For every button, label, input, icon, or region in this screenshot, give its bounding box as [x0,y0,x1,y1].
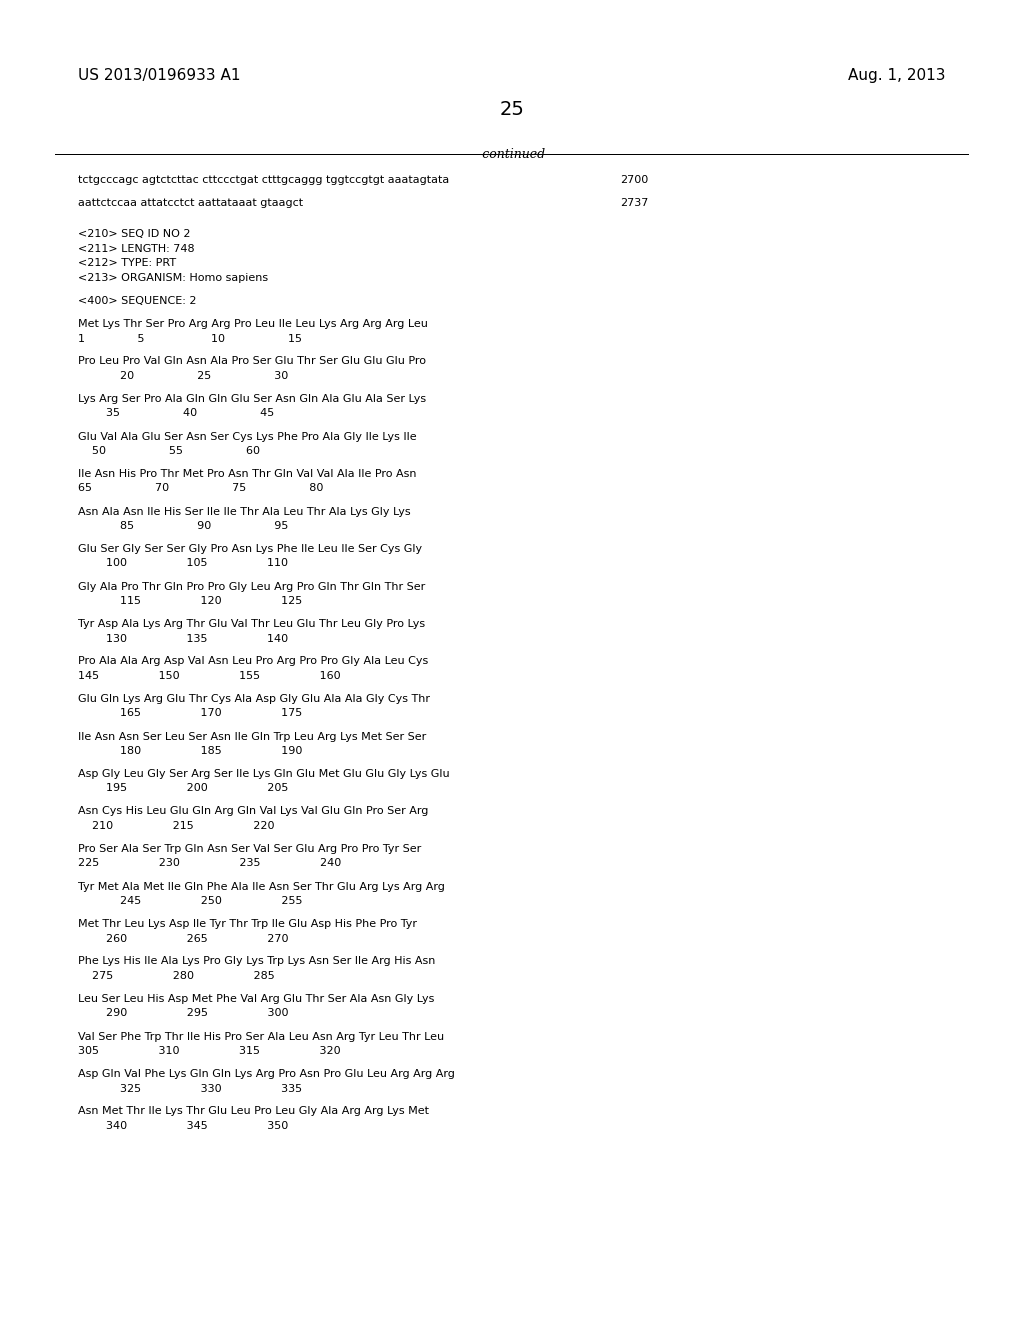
Text: 260                 265                 270: 260 265 270 [78,933,289,944]
Text: Glu Ser Gly Ser Ser Gly Pro Asn Lys Phe Ile Leu Ile Ser Cys Gly: Glu Ser Gly Ser Ser Gly Pro Asn Lys Phe … [78,544,422,554]
Text: <213> ORGANISM: Homo sapiens: <213> ORGANISM: Homo sapiens [78,273,268,282]
Text: <210> SEQ ID NO 2: <210> SEQ ID NO 2 [78,230,190,239]
Text: 325                 330                 335: 325 330 335 [78,1084,302,1093]
Text: 85                  90                  95: 85 90 95 [78,521,289,531]
Text: 115                 120                 125: 115 120 125 [78,597,302,606]
Text: Pro Ala Ala Arg Asp Val Asn Leu Pro Arg Pro Pro Gly Ala Leu Cys: Pro Ala Ala Arg Asp Val Asn Leu Pro Arg … [78,656,428,667]
Text: Pro Leu Pro Val Gln Asn Ala Pro Ser Glu Thr Ser Glu Glu Glu Pro: Pro Leu Pro Val Gln Asn Ala Pro Ser Glu … [78,356,426,367]
Text: 195                 200                 205: 195 200 205 [78,784,289,793]
Text: <212> TYPE: PRT: <212> TYPE: PRT [78,259,176,268]
Text: Val Ser Phe Trp Thr Ile His Pro Ser Ala Leu Asn Arg Tyr Leu Thr Leu: Val Ser Phe Trp Thr Ile His Pro Ser Ala … [78,1031,444,1041]
Text: 100                 105                 110: 100 105 110 [78,558,288,569]
Text: Asn Cys His Leu Glu Gln Arg Gln Val Lys Val Glu Gln Pro Ser Arg: Asn Cys His Leu Glu Gln Arg Gln Val Lys … [78,807,428,817]
Text: Asn Met Thr Ile Lys Thr Glu Leu Pro Leu Gly Ala Arg Arg Lys Met: Asn Met Thr Ile Lys Thr Glu Leu Pro Leu … [78,1106,429,1117]
Text: 210                 215                 220: 210 215 220 [78,821,274,832]
Text: US 2013/0196933 A1: US 2013/0196933 A1 [78,69,241,83]
Text: Asp Gln Val Phe Lys Gln Gln Lys Arg Pro Asn Pro Glu Leu Arg Arg Arg: Asp Gln Val Phe Lys Gln Gln Lys Arg Pro … [78,1069,455,1078]
Text: Met Lys Thr Ser Pro Arg Arg Pro Leu Ile Leu Lys Arg Arg Arg Leu: Met Lys Thr Ser Pro Arg Arg Pro Leu Ile … [78,319,428,329]
Text: 275                 280                 285: 275 280 285 [78,972,274,981]
Text: 20                  25                  30: 20 25 30 [78,371,288,381]
Text: 130                 135                 140: 130 135 140 [78,634,288,644]
Text: 245                 250                 255: 245 250 255 [78,896,302,906]
Text: 290                 295                 300: 290 295 300 [78,1008,289,1019]
Text: Gly Ala Pro Thr Gln Pro Pro Gly Leu Arg Pro Gln Thr Gln Thr Ser: Gly Ala Pro Thr Gln Pro Pro Gly Leu Arg … [78,582,425,591]
Text: 25: 25 [500,100,524,119]
Text: 65                  70                  75                  80: 65 70 75 80 [78,483,324,494]
Text: Pro Ser Ala Ser Trp Gln Asn Ser Val Ser Glu Arg Pro Pro Tyr Ser: Pro Ser Ala Ser Trp Gln Asn Ser Val Ser … [78,843,421,854]
Text: Asp Gly Leu Gly Ser Arg Ser Ile Lys Gln Glu Met Glu Glu Gly Lys Glu: Asp Gly Leu Gly Ser Arg Ser Ile Lys Gln … [78,770,450,779]
Text: 2700: 2700 [620,176,648,185]
Text: tctgcccagc agtctcttac cttccctgat ctttgcaggg tggtccgtgt aaatagtata: tctgcccagc agtctcttac cttccctgat ctttgca… [78,176,450,185]
Text: 340                 345                 350: 340 345 350 [78,1121,288,1131]
Text: Phe Lys His Ile Ala Lys Pro Gly Lys Trp Lys Asn Ser Ile Arg His Asn: Phe Lys His Ile Ala Lys Pro Gly Lys Trp … [78,957,435,966]
Text: Asn Ala Asn Ile His Ser Ile Ile Thr Ala Leu Thr Ala Lys Gly Lys: Asn Ala Asn Ile His Ser Ile Ile Thr Ala … [78,507,411,516]
Text: Glu Val Ala Glu Ser Asn Ser Cys Lys Phe Pro Ala Gly Ile Lys Ile: Glu Val Ala Glu Ser Asn Ser Cys Lys Phe … [78,432,417,441]
Text: Lys Arg Ser Pro Ala Gln Gln Glu Ser Asn Gln Ala Glu Ala Ser Lys: Lys Arg Ser Pro Ala Gln Gln Glu Ser Asn … [78,393,426,404]
Text: Tyr Met Ala Met Ile Gln Phe Ala Ile Asn Ser Thr Glu Arg Lys Arg Arg: Tyr Met Ala Met Ile Gln Phe Ala Ile Asn … [78,882,444,891]
Text: 50                  55                  60: 50 55 60 [78,446,260,455]
Text: <400> SEQUENCE: 2: <400> SEQUENCE: 2 [78,296,197,306]
Text: 165                 170                 175: 165 170 175 [78,709,302,718]
Text: 35                  40                  45: 35 40 45 [78,408,274,418]
Text: Aug. 1, 2013: Aug. 1, 2013 [849,69,946,83]
Text: 145                 150                 155                 160: 145 150 155 160 [78,671,341,681]
Text: 180                 185                 190: 180 185 190 [78,746,302,756]
Text: Ile Asn Asn Ser Leu Ser Asn Ile Gln Trp Leu Arg Lys Met Ser Ser: Ile Asn Asn Ser Leu Ser Asn Ile Gln Trp … [78,731,426,742]
Text: aattctccaa attatcctct aattataaat gtaagct: aattctccaa attatcctct aattataaat gtaagct [78,198,303,209]
Text: Tyr Asp Ala Lys Arg Thr Glu Val Thr Leu Glu Thr Leu Gly Pro Lys: Tyr Asp Ala Lys Arg Thr Glu Val Thr Leu … [78,619,425,630]
Text: 225                 230                 235                 240: 225 230 235 240 [78,858,341,869]
Text: 1               5                   10                  15: 1 5 10 15 [78,334,302,343]
Text: Met Thr Leu Lys Asp Ile Tyr Thr Trp Ile Glu Asp His Phe Pro Tyr: Met Thr Leu Lys Asp Ile Tyr Thr Trp Ile … [78,919,417,929]
Text: Ile Asn His Pro Thr Met Pro Asn Thr Gln Val Val Ala Ile Pro Asn: Ile Asn His Pro Thr Met Pro Asn Thr Gln … [78,469,417,479]
Text: <211> LENGTH: 748: <211> LENGTH: 748 [78,244,195,253]
Text: 305                 310                 315                 320: 305 310 315 320 [78,1045,341,1056]
Text: -continued: -continued [478,148,546,161]
Text: Glu Gln Lys Arg Glu Thr Cys Ala Asp Gly Glu Ala Ala Gly Cys Thr: Glu Gln Lys Arg Glu Thr Cys Ala Asp Gly … [78,694,430,704]
Text: Leu Ser Leu His Asp Met Phe Val Arg Glu Thr Ser Ala Asn Gly Lys: Leu Ser Leu His Asp Met Phe Val Arg Glu … [78,994,434,1005]
Text: 2737: 2737 [620,198,648,209]
